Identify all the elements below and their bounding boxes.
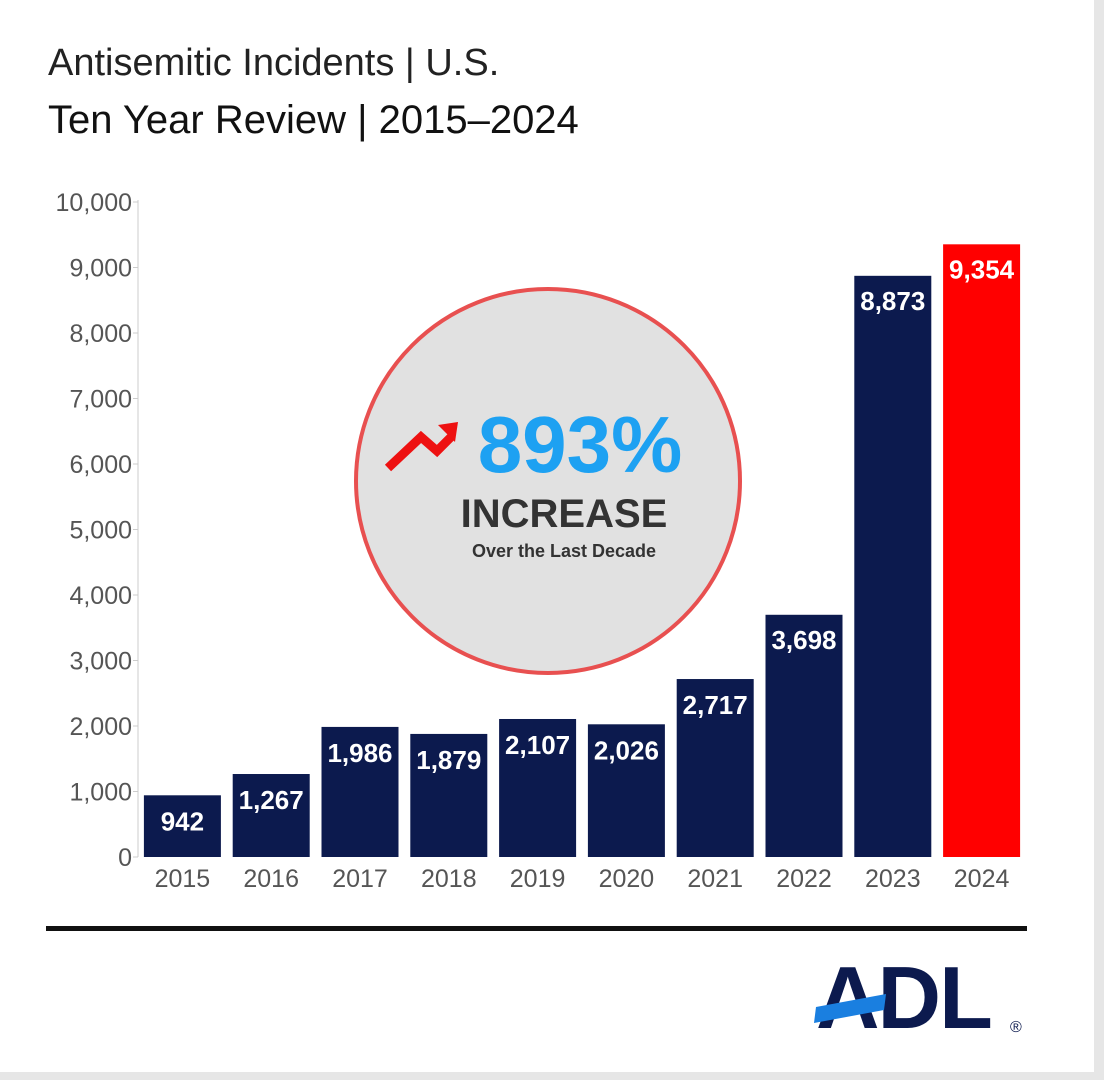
data-label-2023: 8,873	[860, 286, 925, 316]
x-tick-label-2024: 2024	[954, 865, 1010, 893]
bar-chart: 0 1,000 2,000 3,000 4,000 5,000 6,000 7,000 8,00…	[56, 189, 1021, 893]
data-label-2021: 2,717	[683, 690, 748, 720]
data-label-2018: 1,879	[416, 745, 481, 775]
x-tick-label-2023: 2023	[865, 865, 921, 893]
chart-title: Antisemitic Incidents | U.S.	[48, 42, 500, 84]
callout-badge: 893% INCREASE Over the Last Decade	[354, 287, 742, 675]
x-tick-label-2021: 2021	[687, 865, 743, 893]
data-label-2020: 2,026	[594, 735, 659, 765]
y-tick-label: 1,000	[69, 779, 132, 807]
bar-2024	[943, 244, 1021, 858]
callout-circle	[354, 287, 742, 675]
bar-2020	[587, 724, 665, 857]
y-tick-label: 5,000	[69, 517, 132, 545]
x-tick-label-2020: 2020	[599, 865, 655, 893]
bar-series: 942 1,267 1,986 1,879 2,107 2,026 2,717 3,698 8,…	[143, 244, 1021, 858]
data-label-2022: 3,698	[771, 625, 836, 655]
logo-text: ADL	[816, 952, 991, 1042]
bar-2017	[321, 726, 399, 857]
y-tick-label: 10,000	[56, 189, 132, 217]
y-tick-label: 8,000	[69, 320, 132, 348]
callout-subtext: Over the Last Decade	[472, 541, 656, 561]
y-tick-label: 9,000	[69, 255, 132, 283]
bar-2018	[410, 733, 488, 857]
bar-2021	[676, 679, 754, 857]
x-tick-label-2016: 2016	[243, 865, 299, 893]
x-axis: 2015 2016 2017 2018 2019 2020 2021 2022 2023 2024	[155, 865, 1010, 893]
trend-up-arrow-icon	[384, 430, 456, 472]
y-tick-label: 4,000	[69, 582, 132, 610]
x-tick-label-2022: 2022	[776, 865, 832, 893]
bar-2016	[232, 774, 310, 857]
x-tick-label-2015: 2015	[155, 865, 211, 893]
callout-word: INCREASE	[461, 492, 668, 536]
arrow-head	[438, 422, 458, 442]
y-tick-label: 3,000	[69, 648, 132, 676]
registered-mark: ®	[1010, 1019, 1022, 1036]
x-tick-label-2018: 2018	[421, 865, 477, 893]
y-tick-label: 0	[118, 844, 132, 872]
callout-percent: 893%	[478, 400, 683, 489]
adl-logo: ADL ®	[814, 952, 1022, 1042]
data-label-2015: 942	[161, 806, 204, 836]
x-tick-label-2017: 2017	[332, 865, 388, 893]
y-tick-label: 7,000	[69, 386, 132, 414]
bar-2015	[143, 795, 221, 857]
bar-2023	[854, 275, 932, 858]
data-label-2016: 1,267	[239, 785, 304, 815]
footer-divider	[46, 926, 1027, 931]
y-axis: 0 1,000 2,000 3,000 4,000 5,000 6,000 7,000 8,00…	[56, 189, 138, 872]
bar-2022	[765, 614, 843, 857]
x-tick-label-2019: 2019	[510, 865, 566, 893]
y-tick-label: 2,000	[69, 713, 132, 741]
data-label-2024: 9,354	[949, 254, 1015, 284]
bar-2019	[499, 718, 577, 857]
data-label-2019: 2,107	[505, 730, 570, 760]
logo-accent-stripe	[814, 994, 886, 1023]
y-tick-label: 6,000	[69, 451, 132, 479]
data-label-2017: 1,986	[327, 738, 392, 768]
chart-subtitle: Ten Year Review | 2015–2024	[48, 98, 579, 142]
